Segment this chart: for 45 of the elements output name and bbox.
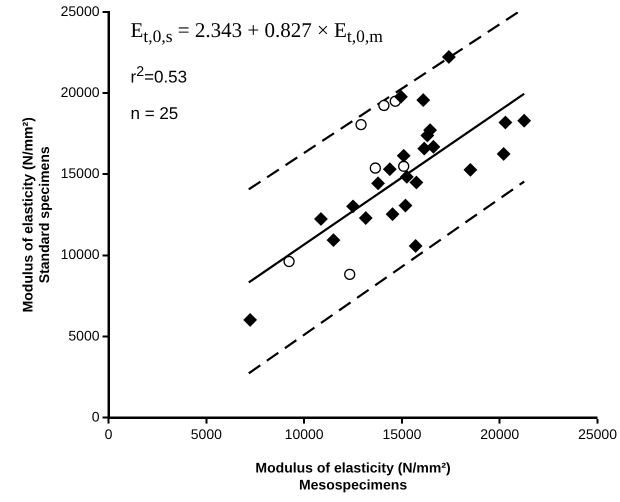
annotation: r$^{2}$=0.53 bbox=[130, 64, 188, 88]
point bbox=[371, 176, 385, 190]
x-axis-title: Modulus of elasticity (N/mm²) Mesospecimens bbox=[255, 460, 451, 492]
point bbox=[410, 176, 424, 190]
point bbox=[370, 162, 381, 174]
point bbox=[355, 118, 367, 130]
point bbox=[416, 93, 430, 107]
point bbox=[398, 198, 412, 212]
y-tick-label: 20000 bbox=[60, 84, 100, 100]
x-tick-label: 15000 bbox=[382, 426, 422, 442]
point bbox=[346, 200, 360, 214]
point bbox=[408, 239, 422, 253]
point bbox=[400, 170, 414, 184]
y-tick-label: 5000 bbox=[68, 327, 100, 344]
y-tick-label: 10000 bbox=[60, 246, 100, 262]
point bbox=[383, 162, 396, 176]
point bbox=[283, 256, 295, 268]
annotation: n = 25 bbox=[130, 104, 178, 124]
y-tick-label: 0 bbox=[92, 408, 100, 424]
point bbox=[243, 313, 257, 327]
x-tick-label: 25000 bbox=[578, 426, 618, 442]
point bbox=[397, 149, 410, 162]
y-axis-title: Modulus of elasticity (N/mm²) Standard specimens bbox=[19, 117, 52, 312]
point bbox=[442, 50, 456, 64]
point bbox=[498, 116, 512, 130]
point bbox=[418, 142, 431, 156]
point bbox=[378, 100, 390, 112]
annotation: E$_{t,0,s}$ = 2.343 + 0.827 × E$_{t,0,m}$ bbox=[130, 18, 383, 48]
point bbox=[314, 212, 328, 226]
point bbox=[464, 163, 478, 177]
point bbox=[359, 211, 372, 225]
point bbox=[426, 140, 440, 154]
x-tick-label: 20000 bbox=[480, 426, 520, 442]
point bbox=[326, 233, 340, 247]
x-tick-label: 5000 bbox=[190, 426, 222, 442]
point bbox=[398, 160, 410, 172]
point bbox=[518, 114, 531, 128]
y-tick-label: 25000 bbox=[60, 2, 100, 19]
x-tick-label: 10000 bbox=[284, 426, 324, 442]
point bbox=[394, 90, 408, 104]
point bbox=[496, 147, 510, 161]
x-tick-label: 0 bbox=[104, 426, 113, 442]
point bbox=[344, 268, 356, 280]
point bbox=[386, 208, 400, 221]
y-tick-label: 15000 bbox=[60, 165, 100, 182]
